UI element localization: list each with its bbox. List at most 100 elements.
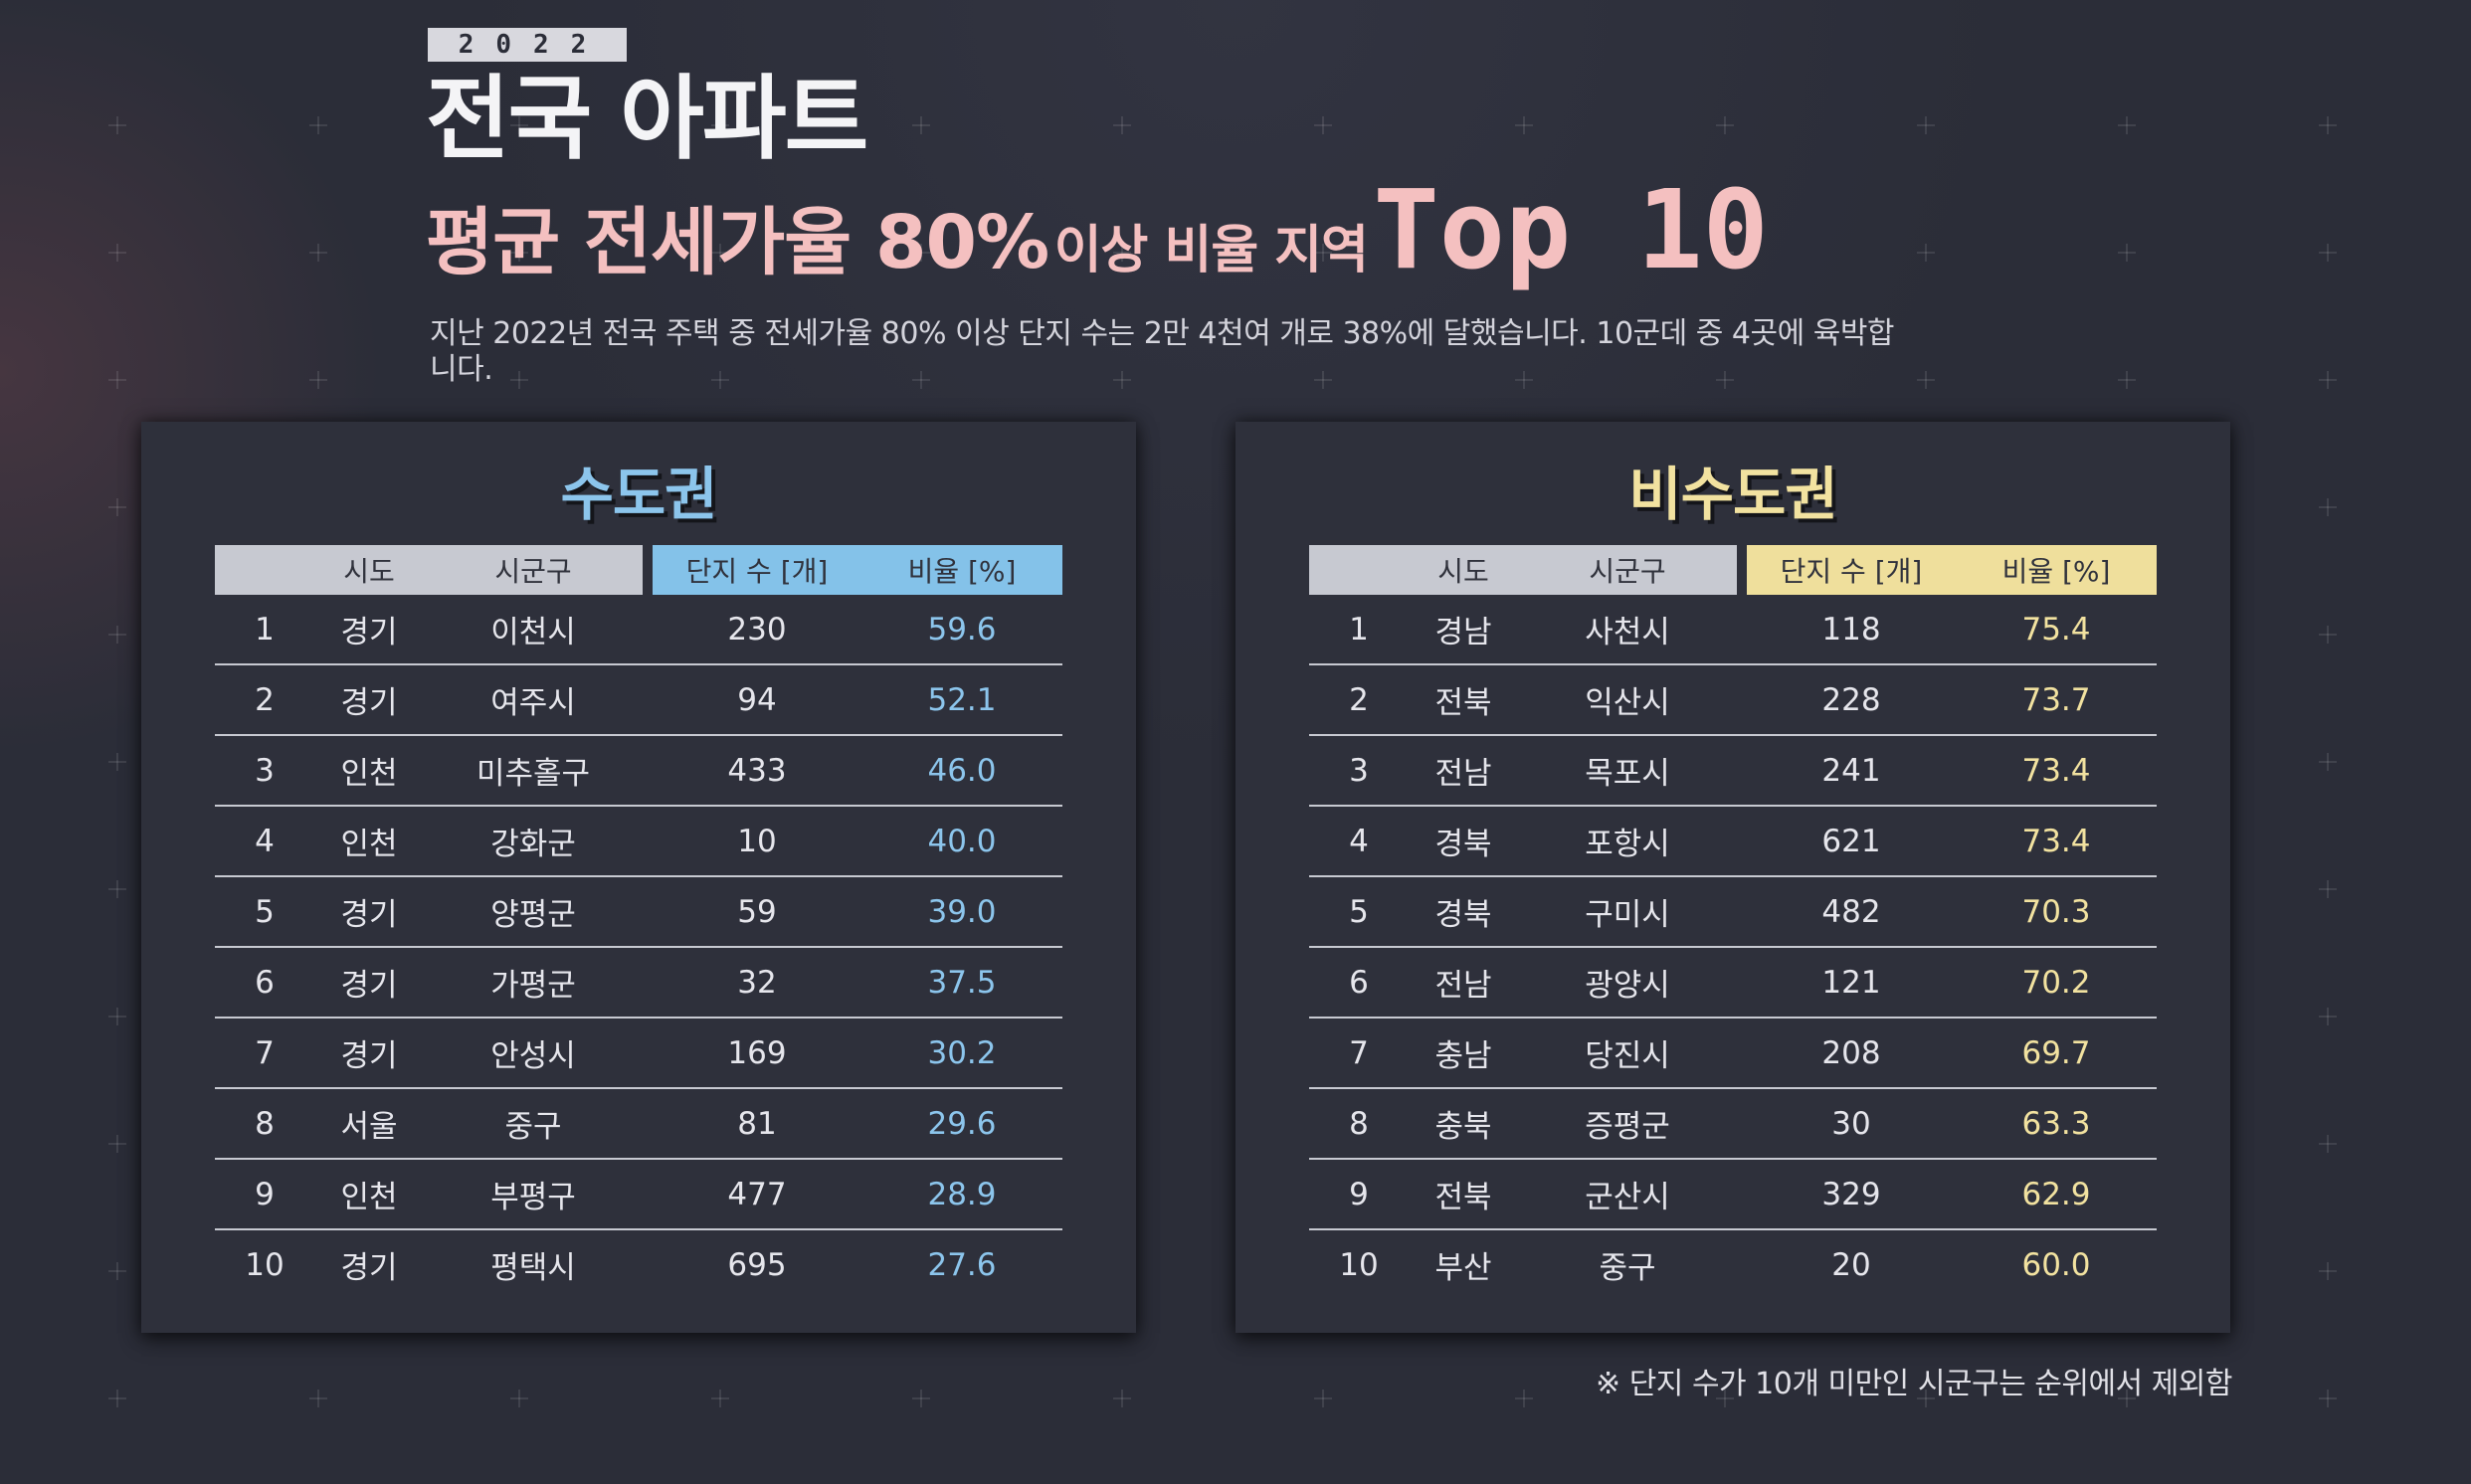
page-subtitle: 평균 전세가율 80% 이상 비율 지역 Top 10 bbox=[426, 175, 1769, 317]
cell-rank: 1 bbox=[215, 595, 314, 665]
cell-complexes: 121 bbox=[1747, 947, 1956, 1019]
header-ratio: 비율 [%] bbox=[1956, 545, 2157, 595]
subtitle-middle: 이상 비율 지역 bbox=[1053, 221, 1369, 280]
cell-rank: 8 bbox=[215, 1088, 314, 1160]
cell-gap bbox=[643, 806, 653, 877]
cell-rank: 4 bbox=[1309, 806, 1409, 877]
grid-cross-mark bbox=[2118, 244, 2136, 262]
cell-ratio: 30.2 bbox=[861, 1018, 1062, 1089]
cell-gap bbox=[643, 735, 653, 807]
cell-rank: 5 bbox=[1309, 876, 1409, 948]
cell-sigungu: 사천시 bbox=[1518, 595, 1737, 665]
capital-area-panel: 수도권 시도 시군구 단지 수 [개] 비율 [%] 1 경기 이천시 230 59.6… bbox=[141, 422, 1136, 1333]
non-capital-rank-table: 시도 시군구 단지 수 [개] 비율 [%] 1 경남 사천시 118 75.4 2 전북 익… bbox=[1309, 545, 2157, 1299]
cell-ratio: 39.0 bbox=[861, 876, 1062, 948]
grid-cross-mark bbox=[108, 1008, 126, 1025]
grid-cross-mark bbox=[1113, 116, 1131, 134]
table-row: 3 인천 미추홀구 433 46.0 bbox=[215, 735, 1062, 807]
grid-cross-mark bbox=[309, 1390, 327, 1407]
cell-gap bbox=[643, 1229, 653, 1299]
cell-rank: 6 bbox=[1309, 947, 1409, 1019]
table-row: 5 경기 양평군 59 39.0 bbox=[215, 876, 1062, 948]
cell-rank: 5 bbox=[215, 876, 314, 948]
table-row: 10 부산 중구 20 60.0 bbox=[1309, 1229, 2157, 1299]
cell-sigungu: 군산시 bbox=[1518, 1159, 1737, 1230]
cell-rank: 10 bbox=[245, 1246, 285, 1283]
header-gap bbox=[643, 545, 653, 595]
grid-cross-mark bbox=[2319, 1135, 2337, 1153]
grid-cross-mark bbox=[1515, 1390, 1533, 1407]
cell-complexes: 329 bbox=[1747, 1159, 1956, 1230]
grid-cross-mark bbox=[912, 1390, 930, 1407]
table-row: 1 경남 사천시 118 75.4 bbox=[1309, 595, 2157, 665]
cell-rank: 7 bbox=[215, 1018, 314, 1089]
header-ratio: 비율 [%] bbox=[861, 545, 1062, 595]
grid-cross-mark bbox=[309, 116, 327, 134]
grid-cross-mark bbox=[2118, 371, 2136, 389]
cell-rank: 6 bbox=[215, 947, 314, 1019]
cell-gap bbox=[1737, 1159, 1747, 1230]
cell-sigungu: 중구 bbox=[1599, 1250, 1656, 1286]
cell-gap bbox=[1737, 876, 1747, 948]
header-sigungu: 시군구 bbox=[1518, 545, 1737, 595]
grid-cross-mark bbox=[1917, 371, 1935, 389]
table-row: 7 경기 안성시 169 30.2 bbox=[215, 1018, 1062, 1089]
grid-cross-mark bbox=[108, 116, 126, 134]
grid-cross-mark bbox=[108, 244, 126, 262]
table-row: 8 서울 중구 81 29.6 bbox=[215, 1088, 1062, 1160]
cell-complexes: 208 bbox=[1747, 1018, 1956, 1089]
table-row: 4 경북 포항시 621 73.4 bbox=[1309, 806, 2157, 877]
cell-gap bbox=[643, 1088, 653, 1160]
cell-sido: 경기 bbox=[314, 664, 424, 736]
table-header-row: 시도 시군구 단지 수 [개] 비율 [%] bbox=[215, 545, 1062, 595]
cell-ratio: 63.3 bbox=[1956, 1088, 2157, 1160]
cell-sido: 부산 bbox=[1434, 1250, 1492, 1286]
grid-cross-mark bbox=[309, 244, 327, 262]
cell-sido: 경북 bbox=[1409, 876, 1518, 948]
grid-cross-mark bbox=[1314, 116, 1332, 134]
cell-complexes: 94 bbox=[653, 664, 861, 736]
non-capital-area-panel: 비수도권 시도 시군구 단지 수 [개] 비율 [%] 1 경남 사천시 118 75.… bbox=[1236, 422, 2230, 1333]
cell-sigungu: 광양시 bbox=[1518, 947, 1737, 1019]
cell-ratio: 59.6 bbox=[861, 595, 1062, 665]
header-gap bbox=[1737, 545, 1747, 595]
grid-cross-mark bbox=[2319, 244, 2337, 262]
cell-complexes: 118 bbox=[1747, 595, 1956, 665]
cell-gap bbox=[643, 1018, 653, 1089]
cell-complexes: 30 bbox=[1747, 1088, 1956, 1160]
cell-sigungu: 양평군 bbox=[424, 876, 643, 948]
grid-cross-mark bbox=[108, 1135, 126, 1153]
page-title: 전국 아파트 bbox=[426, 66, 868, 172]
cell-sido: 전남 bbox=[1409, 947, 1518, 1019]
cell-sigungu: 미추홀구 bbox=[424, 735, 643, 807]
table-row: 8 충북 증평군 30 63.3 bbox=[1309, 1088, 2157, 1160]
description: 지난 2022년 전국 주택 중 전세가율 80% 이상 단지 수는 2만 4천… bbox=[430, 316, 1895, 387]
cell-gap bbox=[1737, 664, 1747, 736]
cell-gap bbox=[643, 947, 653, 1019]
cell-complexes: 695 bbox=[727, 1246, 787, 1283]
cell-rank: 8 bbox=[1309, 1088, 1409, 1160]
grid-cross-mark bbox=[1917, 116, 1935, 134]
cell-gap bbox=[1737, 1229, 1747, 1299]
cell-gap bbox=[643, 1159, 653, 1230]
year-badge: 2022 bbox=[428, 28, 627, 62]
cell-gap bbox=[1737, 947, 1747, 1019]
cell-ratio: 62.9 bbox=[1956, 1159, 2157, 1230]
cell-complexes: 433 bbox=[653, 735, 861, 807]
cell-rank: 1 bbox=[1309, 595, 1409, 665]
cell-sido: 경기 bbox=[314, 595, 424, 665]
cell-sigungu: 평택시 bbox=[490, 1250, 576, 1286]
table-row: 2 전북 익산시 228 73.7 bbox=[1309, 664, 2157, 736]
table-header-row: 시도 시군구 단지 수 [개] 비율 [%] bbox=[1309, 545, 2157, 595]
cell-rank: 2 bbox=[1309, 664, 1409, 736]
cell-sido: 전남 bbox=[1409, 735, 1518, 807]
grid-cross-mark bbox=[2319, 1390, 2337, 1407]
header-sigungu: 시군구 bbox=[424, 545, 643, 595]
cell-rank: 9 bbox=[1309, 1159, 1409, 1230]
cell-ratio: 60.0 bbox=[2021, 1246, 2091, 1283]
cell-sido: 인천 bbox=[314, 806, 424, 877]
header-rank bbox=[215, 545, 314, 595]
table-row: 4 인천 강화군 10 40.0 bbox=[215, 806, 1062, 877]
cell-sido: 충북 bbox=[1409, 1088, 1518, 1160]
cell-sido: 경북 bbox=[1409, 806, 1518, 877]
